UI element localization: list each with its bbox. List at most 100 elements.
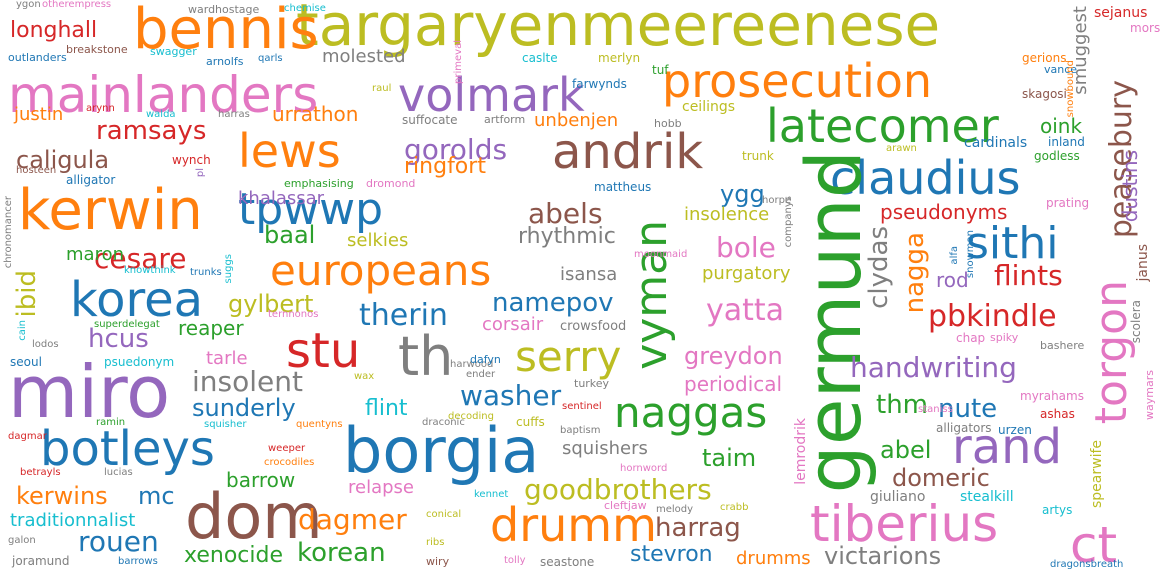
cloud-word: flints <box>994 259 1063 292</box>
cloud-word: selkies <box>347 230 409 251</box>
cloud-word: namepov <box>492 288 614 318</box>
cloud-word: hosteen <box>16 165 57 176</box>
cloud-word: emphasising <box>284 177 354 190</box>
cloud-word: artform <box>484 113 526 126</box>
cloud-word: sithi <box>966 218 1059 269</box>
cloud-word: kennet <box>474 489 509 500</box>
cloud-word: tolly <box>504 555 526 566</box>
cloud-word: alligator <box>66 173 116 187</box>
cloud-word: traditionnalist <box>10 510 136 531</box>
cloud-word: trunks <box>190 267 222 278</box>
cloud-word: psuedonym <box>104 355 175 369</box>
cloud-word: bole <box>716 231 776 264</box>
cloud-word: ramin <box>96 417 126 428</box>
cloud-word: chemise <box>284 3 326 14</box>
cloud-word: chronomancer <box>3 196 14 269</box>
cloud-word: ternnonos <box>268 309 319 320</box>
cloud-word: caligula <box>16 146 110 174</box>
cloud-word: primeval <box>453 40 464 84</box>
cloud-word: sejanus <box>1094 5 1148 21</box>
cloud-word: alligators <box>936 421 992 435</box>
cloud-word: domeric <box>892 464 990 492</box>
cloud-word: ceilings <box>682 99 736 115</box>
cloud-word: lucias <box>104 467 133 478</box>
cloud-word: andrik <box>552 124 704 180</box>
cloud-word: rhythmic <box>518 224 616 249</box>
cloud-word: vance <box>1044 63 1078 76</box>
cloud-word: stealkill <box>960 489 1014 505</box>
cloud-word: qarls <box>258 53 283 64</box>
cloud-word: volmark <box>398 68 585 122</box>
cloud-word: weeper <box>268 443 306 454</box>
cloud-word: crocodiles <box>264 457 315 468</box>
cloud-word: khalassar <box>238 188 325 209</box>
cloud-word: wax <box>354 371 375 382</box>
cloud-word: flint <box>365 396 408 421</box>
cloud-word: myrahams <box>1020 389 1084 403</box>
cloud-word: cardinals <box>964 135 1028 151</box>
cloud-word: periodical <box>684 372 783 396</box>
cloud-word: harrag <box>655 513 741 543</box>
cloud-word: merlyn <box>598 51 641 65</box>
cloud-word: mattheus <box>594 180 652 194</box>
cloud-word: baptism <box>560 425 601 436</box>
cloud-word: abel <box>880 436 932 464</box>
cloud-word: hobb <box>654 117 682 130</box>
cloud-word: snowman <box>965 230 976 279</box>
cloud-word: suffocate <box>402 113 458 127</box>
cloud-word: unbenjen <box>534 110 619 131</box>
cloud-word: yatta <box>706 293 785 328</box>
cloud-word: rand <box>952 419 1063 475</box>
cloud-word: drumms <box>736 548 811 569</box>
cloud-word: kerwins <box>16 482 108 510</box>
cloud-word: pseudonyms <box>880 200 1008 224</box>
cloud-word: dustins <box>1118 150 1142 223</box>
cloud-word: squishers <box>562 438 648 459</box>
cloud-word: breakstone <box>66 43 128 56</box>
cloud-word: quentyns <box>296 419 343 430</box>
cloud-word: prating <box>1046 196 1090 210</box>
cloud-word: dom <box>185 480 323 553</box>
cloud-word: maron <box>66 244 124 265</box>
cloud-word: companys <box>783 196 794 248</box>
cloud-word: seoul <box>10 355 42 369</box>
cloud-word: borgia <box>343 414 540 487</box>
cloud-word: urrathon <box>272 102 359 126</box>
cloud-word: ibid <box>12 270 42 318</box>
cloud-word: mc <box>138 482 175 510</box>
cloud-word: stu <box>286 323 361 379</box>
cloud-word: hcus <box>88 324 149 354</box>
cloud-word: barrows <box>118 556 158 567</box>
cloud-word: mainlanders <box>8 66 319 124</box>
cloud-word: relapse <box>348 477 414 498</box>
cloud-word: barrow <box>226 468 296 492</box>
cloud-word: waymars <box>1143 370 1156 420</box>
cloud-word: staniss <box>918 404 953 415</box>
cloud-word: gerions <box>1022 51 1067 65</box>
cloud-word: draconic <box>422 417 465 428</box>
cloud-word: pbkindle <box>928 299 1057 334</box>
cloud-word: lemrodrik <box>793 418 809 485</box>
cloud-word: walda <box>146 109 176 120</box>
cloud-word: mors <box>1130 21 1161 35</box>
cloud-word: korea <box>70 272 204 328</box>
cloud-word: lews <box>238 124 341 178</box>
cloud-word: pl <box>195 168 206 178</box>
cloud-word: cuffs <box>516 415 545 429</box>
cloud-word: therin <box>359 298 448 333</box>
cloud-word: giuliano <box>870 489 926 505</box>
cloud-word: bashere <box>1040 339 1085 352</box>
cloud-word: tarle <box>206 348 248 369</box>
cloud-word: dagmer <box>298 503 407 536</box>
cloud-word: horpe <box>762 195 792 206</box>
cloud-word: janus <box>1135 244 1151 282</box>
cloud-word: purgatory <box>702 263 791 284</box>
cloud-word: knowthink <box>124 265 176 276</box>
cloud-word: korean <box>297 538 386 568</box>
cloud-word: longhall <box>10 18 98 43</box>
cloud-word: ender <box>466 369 496 380</box>
cloud-word: naggas <box>614 388 768 437</box>
cloud-word: trunk <box>742 149 774 163</box>
cloud-word: suggs <box>223 254 234 284</box>
